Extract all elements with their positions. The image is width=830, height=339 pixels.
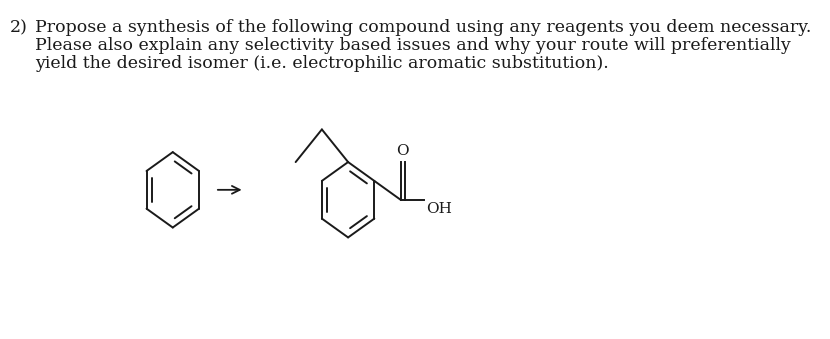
Text: Propose a synthesis of the following compound using any reagents you deem necess: Propose a synthesis of the following com…	[35, 19, 811, 36]
Text: O: O	[396, 144, 408, 158]
Text: OH: OH	[426, 202, 452, 216]
Text: yield the desired isomer (i.e. electrophilic aromatic substitution).: yield the desired isomer (i.e. electroph…	[35, 55, 608, 72]
Text: Please also explain any selectivity based issues and why your route will prefere: Please also explain any selectivity base…	[35, 37, 791, 54]
Text: 2): 2)	[9, 19, 27, 36]
